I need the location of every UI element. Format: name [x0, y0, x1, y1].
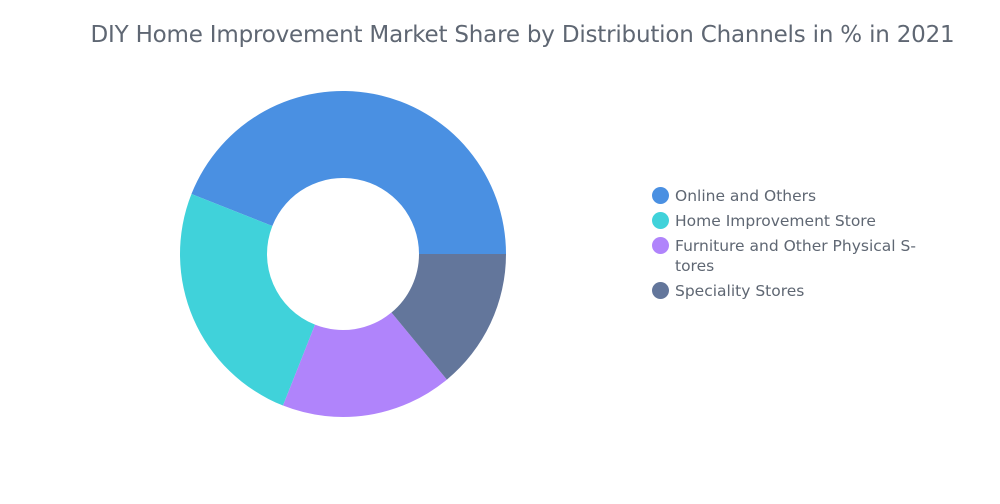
legend-swatch: [652, 212, 669, 229]
legend-label: Furniture and Other Physical S- tores: [675, 237, 916, 275]
donut-slice-4: [391, 254, 506, 380]
chart-legend: Online and Others Home Improvement Store F…: [652, 186, 922, 306]
legend-item: Speciality Stores: [652, 281, 922, 301]
donut-slices: [180, 90, 507, 417]
legend-label: Home Improvement Store: [675, 212, 876, 230]
legend-label: Speciality Stores: [675, 282, 805, 300]
legend-label: Online and Others: [675, 187, 817, 205]
chart-title: DIY Home Improvement Market Share by Dis…: [90, 22, 955, 48]
donut-slice-3: [282, 312, 447, 417]
legend-swatch: [652, 187, 669, 204]
legend-item: Home Improvement Store: [652, 211, 922, 231]
donut-slice-1: [191, 90, 507, 254]
legend-swatch: [652, 237, 669, 254]
legend-item: Furniture and Other Physical S- tores: [652, 236, 922, 276]
legend-item: Online and Others: [652, 186, 922, 206]
donut-slice-2: [180, 193, 316, 406]
donut-chart: [180, 90, 507, 417]
legend-swatch: [652, 282, 669, 299]
